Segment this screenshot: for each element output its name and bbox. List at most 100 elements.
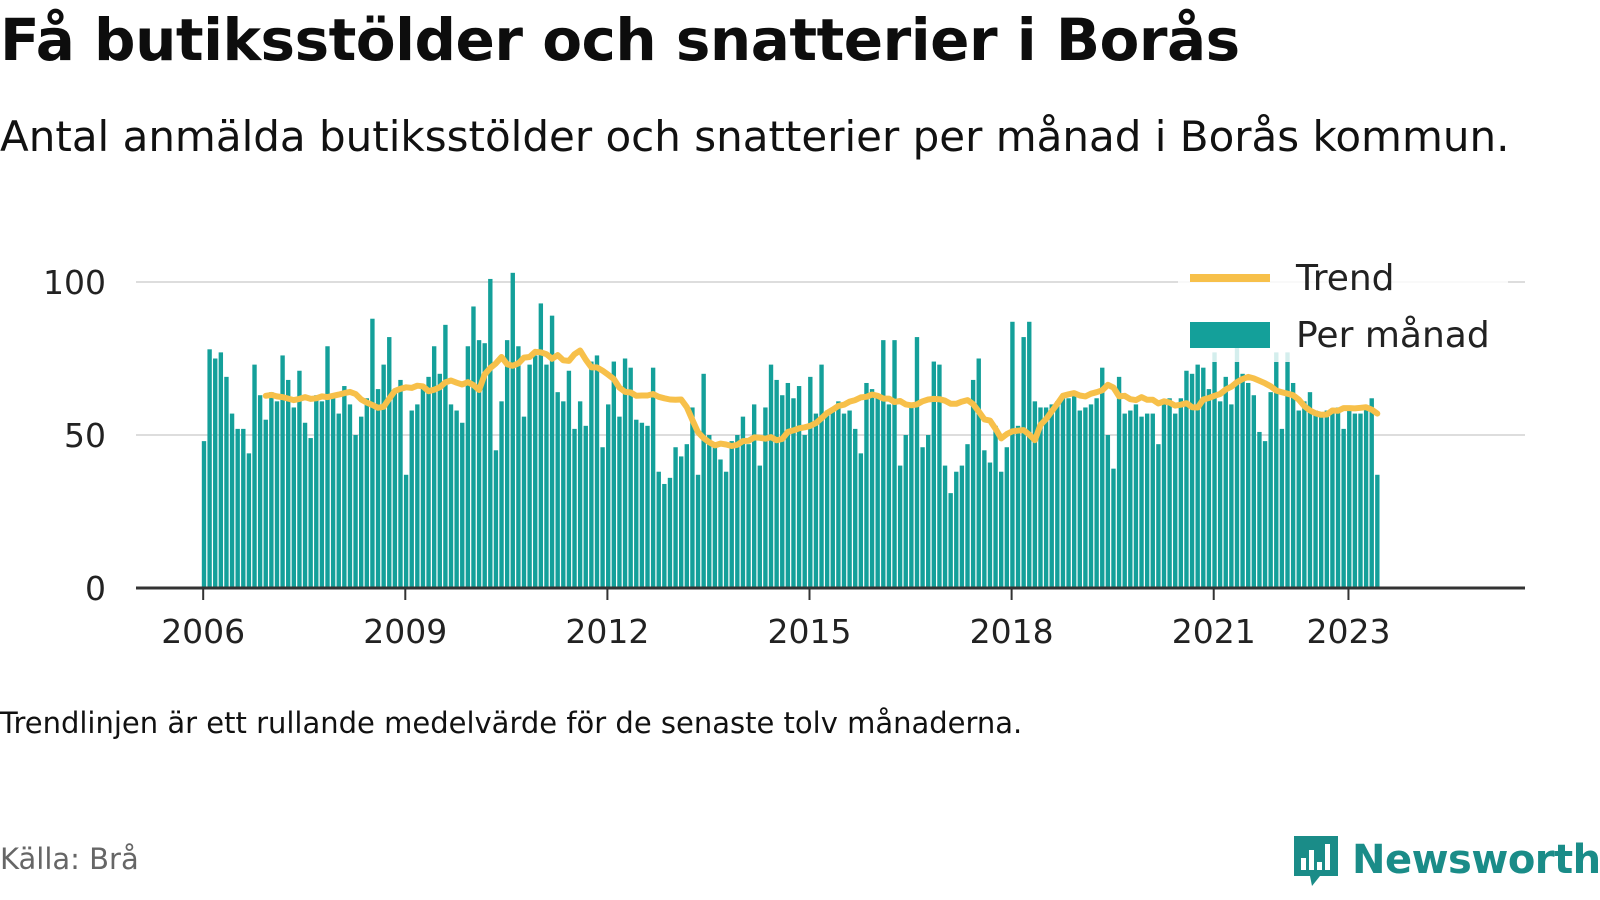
bar — [1122, 413, 1127, 588]
bar — [286, 379, 291, 588]
bar — [886, 404, 892, 588]
bar — [650, 367, 656, 588]
bar — [269, 392, 274, 588]
bar — [342, 386, 347, 588]
bar — [330, 398, 336, 588]
bar — [634, 419, 639, 588]
bar — [1128, 410, 1133, 588]
bar — [201, 441, 207, 588]
bar — [796, 386, 802, 588]
bar — [987, 462, 993, 588]
trend-series — [262, 347, 1381, 449]
bar — [1167, 398, 1172, 588]
bar — [982, 450, 987, 588]
bar — [1319, 413, 1324, 588]
bar — [566, 370, 572, 588]
bar — [308, 438, 313, 588]
bar — [415, 404, 420, 588]
bar — [533, 355, 538, 588]
bar — [409, 410, 414, 588]
bar — [903, 435, 908, 588]
bar — [1100, 367, 1105, 588]
bar — [1369, 398, 1374, 588]
bar — [426, 376, 431, 588]
bar — [1251, 395, 1257, 588]
bar — [869, 389, 875, 588]
bar — [1296, 410, 1301, 588]
x-tick-label: 2009 — [363, 612, 447, 651]
bar — [881, 340, 886, 588]
bar — [1161, 404, 1167, 588]
bar — [398, 379, 403, 588]
bar — [662, 483, 667, 588]
legend-trend-label: Trend — [1295, 258, 1395, 299]
bar — [853, 428, 858, 588]
bar — [229, 413, 235, 588]
bar — [297, 370, 302, 588]
bar — [381, 364, 386, 588]
bar — [656, 471, 661, 588]
bar — [1307, 392, 1313, 588]
bar — [723, 471, 729, 588]
bar — [1060, 398, 1066, 588]
bar — [1139, 416, 1144, 588]
bar — [1004, 447, 1009, 588]
bar — [1262, 441, 1268, 588]
brand-logo: Newsworthy — [1290, 832, 1600, 888]
x-tick-label: 2012 — [565, 612, 649, 651]
bar — [780, 395, 785, 588]
bar — [1217, 401, 1223, 588]
bar — [667, 477, 673, 588]
legend-bar-label: Per månad — [1296, 315, 1490, 356]
bar — [257, 395, 263, 588]
bar — [291, 407, 297, 588]
y-tick-label: 0 — [85, 569, 106, 608]
bar — [375, 389, 381, 588]
bar — [1066, 398, 1071, 588]
bar — [1347, 410, 1352, 588]
bar — [1223, 376, 1228, 588]
bar — [751, 404, 757, 588]
bar — [544, 364, 549, 588]
bar — [999, 471, 1004, 588]
bar — [274, 401, 280, 588]
source-label: Källa: Brå — [0, 842, 139, 876]
bar — [808, 376, 813, 588]
bar — [1144, 413, 1150, 588]
chart-note: Trendlinjen är ett rullande medelvärde f… — [0, 706, 1023, 740]
bar — [926, 435, 931, 588]
bar — [600, 447, 605, 588]
bar — [364, 398, 369, 588]
bar — [931, 361, 937, 588]
bar — [319, 401, 325, 588]
bar — [314, 395, 319, 588]
bar — [976, 358, 981, 588]
bar — [1133, 404, 1139, 588]
bar — [420, 386, 426, 588]
bar — [959, 465, 965, 588]
y-tick-label: 50 — [64, 416, 106, 455]
bar — [504, 340, 510, 588]
bar — [1178, 398, 1184, 588]
bar — [561, 401, 566, 588]
bar — [460, 422, 465, 588]
bar — [1077, 410, 1082, 588]
bar — [1274, 352, 1279, 588]
bar — [482, 343, 487, 588]
bar — [516, 346, 521, 588]
bar — [645, 425, 650, 588]
bar — [218, 352, 224, 588]
bar — [1229, 404, 1234, 588]
bar — [712, 444, 718, 588]
bar — [718, 459, 723, 588]
bar — [1021, 337, 1026, 588]
bar — [1116, 376, 1122, 588]
bar — [370, 318, 375, 588]
bar — [538, 303, 544, 588]
bar — [207, 349, 212, 588]
bar — [701, 373, 706, 588]
bar — [1015, 425, 1021, 588]
bar — [246, 453, 252, 588]
bar — [1088, 404, 1094, 588]
bar — [864, 382, 869, 588]
